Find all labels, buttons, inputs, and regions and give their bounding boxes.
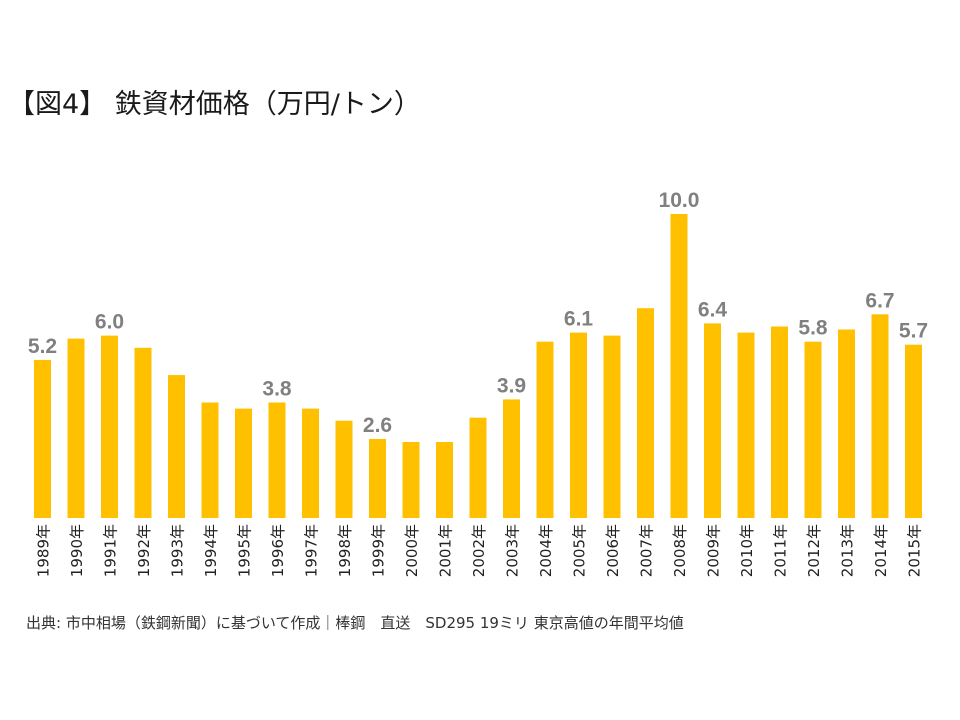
x-tick-label-2008年: 2008年 xyxy=(671,524,689,577)
bars-group xyxy=(34,214,922,518)
x-tick-label-1993年: 1993年 xyxy=(169,524,187,577)
bar-1997年 xyxy=(302,408,319,518)
x-tick-label-2011年: 2011年 xyxy=(772,524,790,577)
data-labels-group: 5.2 6.0 3.8 2.6 3.9 6.1 10.0 6.4 5.8 6.75.7 xyxy=(28,189,928,437)
x-tick-label-1994年: 1994年 xyxy=(202,524,220,577)
data-label-1989年: 5.2 xyxy=(28,335,57,358)
bar-1998年 xyxy=(335,420,353,518)
bar-2015年 xyxy=(905,344,922,518)
x-tick-label-2009年: 2009年 xyxy=(705,524,723,577)
chart-title: 【図4】 鉄資材価格（万円/トン） xyxy=(8,89,421,120)
data-label-2015年: 5.7 xyxy=(899,320,928,343)
data-label-2012年: 5.8 xyxy=(798,317,828,340)
bar-2001年 xyxy=(436,442,453,518)
bar-chart: 5.2 6.0 3.8 2.6 3.9 6.1 10.0 6.4 5.8 6.75.7 1989年… xyxy=(28,189,928,577)
bar-2013年 xyxy=(838,329,855,518)
x-tick-label-2015年: 2015年 xyxy=(906,524,924,577)
x-tick-label-1991年: 1991年 xyxy=(102,524,120,577)
bar-1992年 xyxy=(134,347,152,518)
x-tick-label-2001年: 2001年 xyxy=(437,524,455,577)
x-tick-label-2014年: 2014年 xyxy=(872,524,890,577)
x-tick-label-1992年: 1992年 xyxy=(135,524,153,577)
data-label-1991年: 6.0 xyxy=(95,311,124,334)
bar-2003年 xyxy=(503,399,520,518)
bar-2002年 xyxy=(469,417,487,518)
data-label-2008年: 10.0 xyxy=(659,189,700,212)
x-tick-label-2000年: 2000年 xyxy=(403,524,421,577)
bar-2007年 xyxy=(637,308,654,518)
bar-2011年 xyxy=(771,326,788,518)
x-tick-label-1989年: 1989年 xyxy=(35,524,53,577)
x-tick-label-2012年: 2012年 xyxy=(805,524,823,577)
bar-2014年 xyxy=(871,314,889,518)
bar-1993年 xyxy=(168,375,185,518)
bar-2008年 xyxy=(670,214,688,518)
bar-1996年 xyxy=(268,402,286,518)
x-tick-label-1995年: 1995年 xyxy=(236,524,254,577)
x-tick-label-2010年: 2010年 xyxy=(738,524,756,577)
bar-2006年 xyxy=(603,335,621,518)
data-label-1996年: 3.8 xyxy=(262,378,292,401)
x-tick-label-1999年: 1999年 xyxy=(370,524,388,577)
source-note: 出典: 市中相場（鉄鋼新聞）に基づいて作成｜棒鋼 直送 SD295 19ミリ 東… xyxy=(26,614,684,632)
bar-1991年 xyxy=(101,335,118,518)
x-tick-label-2002年: 2002年 xyxy=(470,524,488,577)
bar-2009年 xyxy=(704,323,721,518)
x-tick-label-1990年: 1990年 xyxy=(68,524,86,577)
x-tick-label-1998年: 1998年 xyxy=(336,524,354,577)
bar-2004年 xyxy=(536,341,554,518)
data-label-2005年: 6.1 xyxy=(564,308,594,331)
bar-2000年 xyxy=(402,442,420,518)
x-tick-label-2007年: 2007年 xyxy=(638,524,656,577)
x-tick-label-2006年: 2006年 xyxy=(604,524,622,577)
bar-1989年 xyxy=(34,359,51,518)
data-label-2014年: 6.7 xyxy=(865,289,894,312)
x-tick-labels-group: 1989年 1990年 1991年 1992年 1993年 1994年 1995年 1996年… xyxy=(35,524,924,577)
bar-2012年 xyxy=(804,341,822,518)
data-label-1999年: 2.6 xyxy=(363,414,392,437)
x-tick-label-1996年: 1996年 xyxy=(269,524,287,577)
x-tick-label-2004年: 2004年 xyxy=(537,524,555,577)
bar-1990年 xyxy=(67,338,85,518)
bar-1995年 xyxy=(235,408,252,518)
x-tick-label-2013年: 2013年 xyxy=(839,524,857,577)
data-label-2009年: 6.4 xyxy=(698,298,728,321)
data-label-2003年: 3.9 xyxy=(497,374,526,397)
bar-2005年 xyxy=(570,332,587,518)
x-tick-label-2003年: 2003年 xyxy=(504,524,522,577)
x-tick-label-1997年: 1997年 xyxy=(303,524,321,577)
bar-2010年 xyxy=(737,332,755,518)
bar-1999年 xyxy=(369,439,386,518)
bar-1994年 xyxy=(201,402,219,518)
x-tick-label-2005年: 2005年 xyxy=(571,524,589,577)
